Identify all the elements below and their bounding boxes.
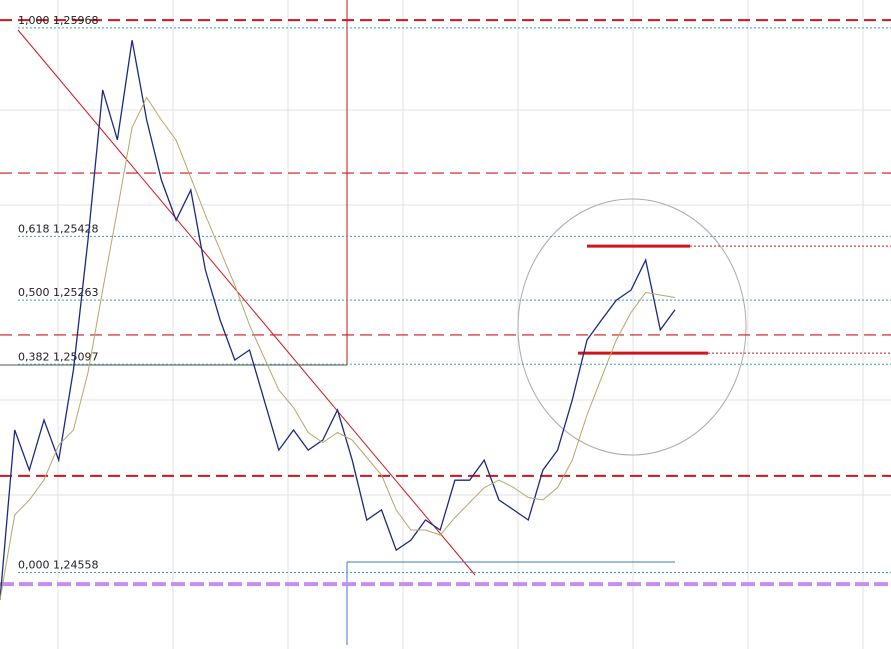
fib-label: 1,000 1,25968 [18, 14, 98, 27]
layer: 1,000 1,25968 0,618 1,25428 0,500 1,25263 0… [0, 14, 891, 600]
fib-label: 0,500 1,25263 [18, 286, 98, 299]
trend-line [17, 29, 476, 576]
price-line [0, 40, 676, 600]
fib-label: 0,000 1,24558 [18, 559, 98, 572]
fib-label: 0,618 1,25428 [18, 222, 98, 235]
circle [517, 198, 747, 456]
moving-average [0, 96, 676, 600]
fib-label: 0,382 1,25097 [18, 350, 98, 363]
